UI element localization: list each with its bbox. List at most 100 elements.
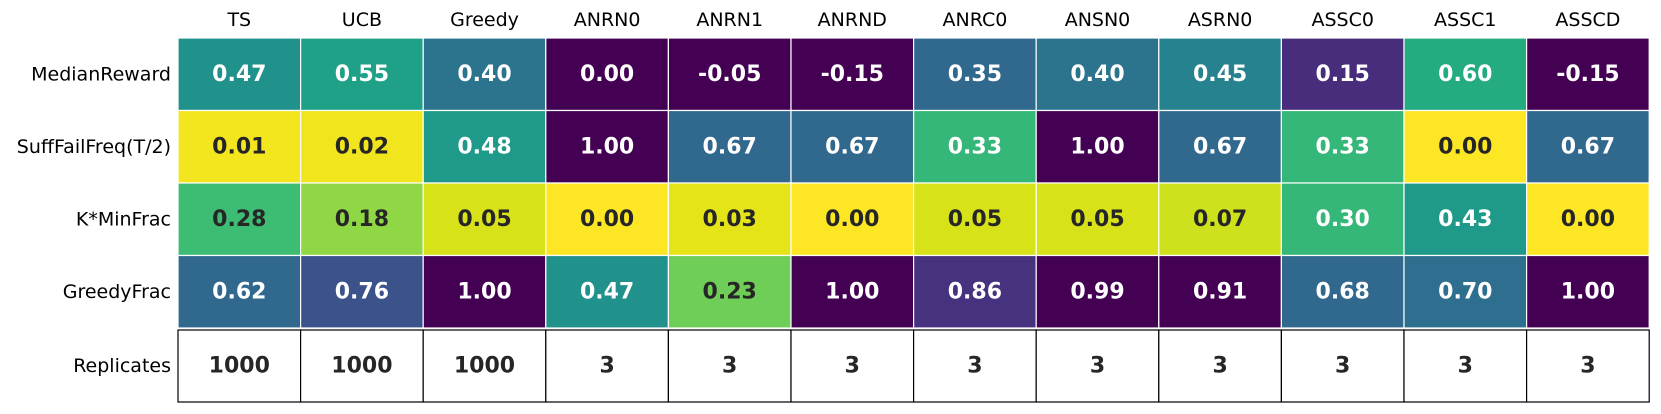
heatmap-cell <box>300 109 424 184</box>
heatmap-cell <box>1158 254 1283 329</box>
cell-value: 0.67 <box>1193 134 1247 159</box>
cell-value: 0.00 <box>580 207 634 232</box>
replicates-cell <box>1525 329 1650 403</box>
heatmap-cell <box>545 37 669 112</box>
replicates-cell <box>300 329 424 403</box>
replicates-cell <box>1035 329 1160 403</box>
cell-value: 0.40 <box>1070 62 1124 87</box>
row-label: SuffFailFreq(T/2) <box>17 136 171 158</box>
row-label: MedianReward <box>31 63 171 85</box>
heatmap-cell <box>422 254 547 329</box>
heatmap-cell <box>1035 37 1160 112</box>
column-label: ANRND <box>818 9 887 31</box>
cell-value: 0.91 <box>1193 279 1247 304</box>
replicates-value: 3 <box>1335 354 1350 379</box>
cell-value: -0.15 <box>1556 62 1619 87</box>
cell-value: 0.99 <box>1070 279 1124 304</box>
heatmap-cell <box>1280 37 1405 112</box>
replicates-value: 1000 <box>209 354 270 379</box>
cell-value: 1.00 <box>1070 134 1124 159</box>
column-label: ASSC1 <box>1434 9 1496 31</box>
heatmap-cell <box>177 254 302 329</box>
heatmap-cell <box>422 37 547 112</box>
cell-value: 0.00 <box>580 62 634 87</box>
replicates-cell <box>790 329 915 403</box>
heatmap-cell <box>790 254 915 329</box>
heatmap-cell <box>667 37 792 112</box>
cell-value: 0.60 <box>1438 62 1492 87</box>
cell-value: 0.00 <box>1438 134 1492 159</box>
row-label: K*MinFrac <box>76 208 171 230</box>
heatmap-cell <box>177 109 302 184</box>
cell-value: 0.02 <box>335 134 389 159</box>
heatmap-cell <box>177 37 302 112</box>
column-label: ANRC0 <box>942 9 1007 31</box>
replicates-value: 3 <box>845 354 860 379</box>
heatmap-cell <box>1403 182 1528 257</box>
cell-value: 0.23 <box>703 279 757 304</box>
heatmap-cell <box>1525 37 1650 112</box>
replicates-value: 3 <box>599 354 614 379</box>
heatmap-cell <box>545 109 669 184</box>
replicates-value: 1000 <box>454 354 515 379</box>
cell-value: 0.86 <box>948 279 1002 304</box>
cell-value: -0.05 <box>698 62 761 87</box>
cell-value: 1.00 <box>1561 279 1615 304</box>
column-label: ANSN0 <box>1065 9 1131 31</box>
cell-value: 0.05 <box>457 207 511 232</box>
column-label: ANRN0 <box>574 9 641 31</box>
cell-value: 0.05 <box>1070 207 1124 232</box>
cell-value: 0.68 <box>1316 279 1370 304</box>
replicates-cell <box>667 329 792 403</box>
replicates-value: 3 <box>1458 354 1473 379</box>
cell-value: 0.07 <box>1193 207 1247 232</box>
replicates-value: 3 <box>1212 354 1227 379</box>
replicates-cell <box>912 329 1037 403</box>
replicates-value: 3 <box>1090 354 1105 379</box>
replicates-cell <box>177 329 302 403</box>
cell-value: 1.00 <box>825 279 879 304</box>
heatmap-cell <box>1158 109 1283 184</box>
cell-value: 1.00 <box>580 134 634 159</box>
cell-value: 0.47 <box>212 62 266 87</box>
cell-value: 0.00 <box>825 207 879 232</box>
heatmap-cell <box>790 109 915 184</box>
cell-value: 0.67 <box>703 134 757 159</box>
replicates-cell <box>1403 329 1528 403</box>
heatmap-cell <box>1035 109 1160 184</box>
cell-value: 0.00 <box>1561 207 1615 232</box>
cell-value: 0.18 <box>335 207 389 232</box>
replicates-cell <box>422 329 547 403</box>
replicates-value: 3 <box>1580 354 1595 379</box>
heatmap-cell <box>1525 182 1650 257</box>
cell-value: 1.00 <box>457 279 511 304</box>
cell-value: 0.03 <box>703 207 757 232</box>
heatmap-cell <box>1525 109 1650 184</box>
heatmap-cell <box>1403 254 1528 329</box>
column-label: UCB <box>342 9 382 31</box>
heatmap-cell <box>300 254 424 329</box>
heatmap-cell <box>912 254 1037 329</box>
heatmap-cell <box>667 182 792 257</box>
cell-value: 0.47 <box>580 279 634 304</box>
column-label: ASRN0 <box>1188 9 1253 31</box>
cell-value: 0.33 <box>948 134 1002 159</box>
heatmap-cell <box>1280 254 1405 329</box>
cell-value: 0.40 <box>457 62 511 87</box>
column-labels: TS UCB Greedy ANRN0 ANRN1 ANRND ANRC0 ANSN0 ASRN… <box>226 9 1620 31</box>
column-label: ASSCD <box>1555 9 1620 31</box>
heatmap-cell <box>912 182 1037 257</box>
replicates-value: 3 <box>967 354 982 379</box>
cell-value: 0.62 <box>212 279 266 304</box>
cell-value: 0.30 <box>1316 207 1370 232</box>
cell-value: 0.33 <box>1316 134 1370 159</box>
row-label: GreedyFrac <box>63 281 171 303</box>
cell-value: 0.35 <box>948 62 1002 87</box>
column-label: ANRN1 <box>696 9 763 31</box>
heatmap-cell <box>912 109 1037 184</box>
cell-value: 0.15 <box>1316 62 1370 87</box>
cell-value: 0.05 <box>948 207 1002 232</box>
column-label: Greedy <box>450 9 519 31</box>
replicates-value: 1000 <box>331 354 392 379</box>
heatmap-cell <box>300 37 424 112</box>
